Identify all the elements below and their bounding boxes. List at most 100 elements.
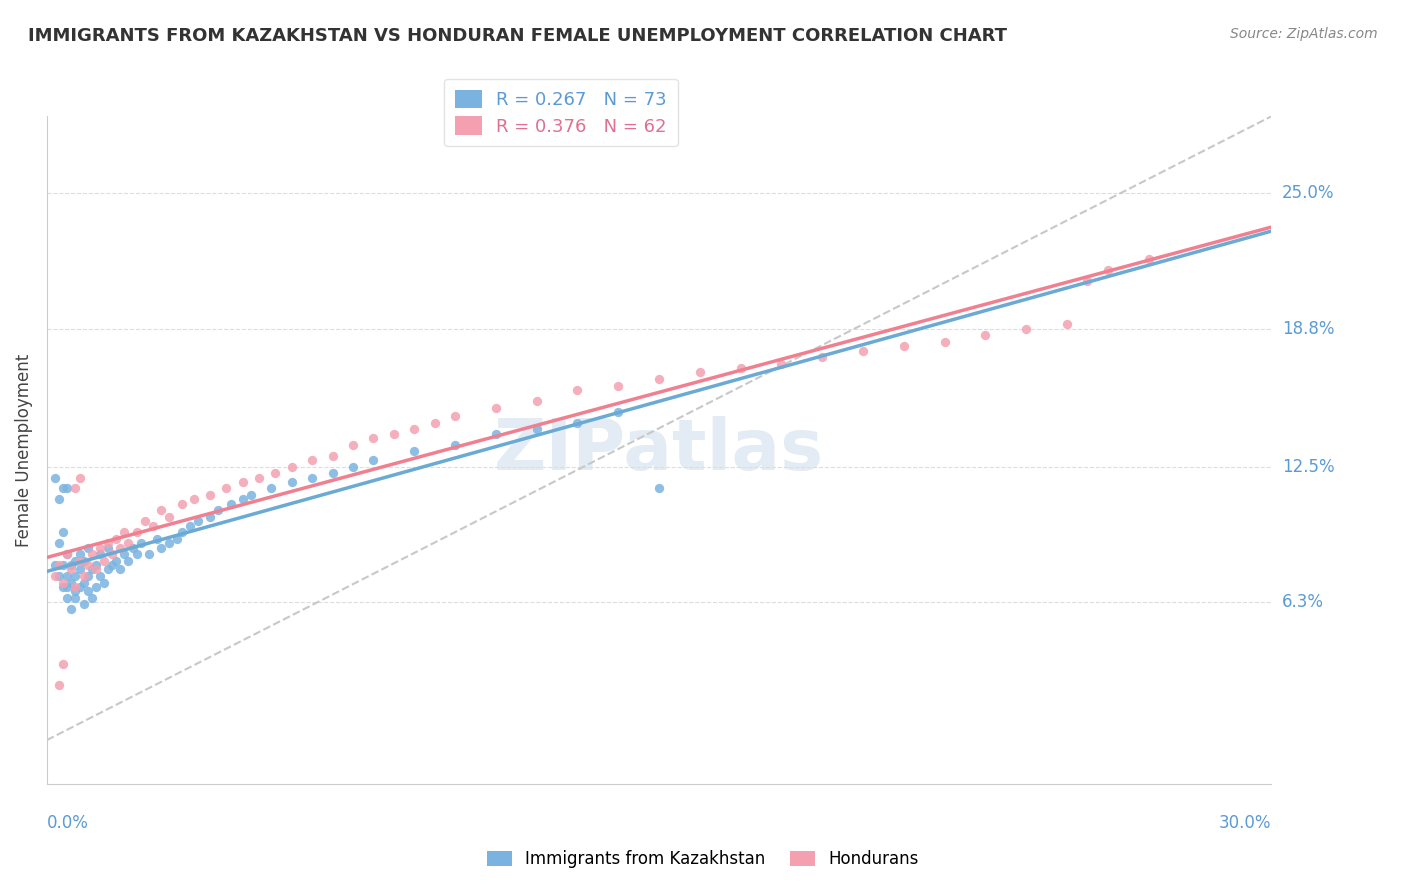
Point — [404, 444, 426, 458]
Point — [142, 518, 165, 533]
Point — [56, 569, 79, 583]
Point — [150, 541, 173, 555]
Point — [567, 383, 589, 397]
Point — [125, 547, 148, 561]
Point — [260, 482, 283, 496]
Point — [232, 492, 254, 507]
Point — [1076, 274, 1098, 288]
Point — [48, 558, 70, 572]
Point — [280, 459, 302, 474]
Point — [65, 554, 87, 568]
Point — [80, 591, 103, 605]
Point — [101, 558, 124, 572]
Point — [112, 547, 135, 561]
Point — [112, 525, 135, 540]
Point — [89, 569, 111, 583]
Point — [342, 438, 364, 452]
Point — [607, 378, 630, 392]
Point — [56, 580, 79, 594]
Point — [52, 558, 75, 572]
Point — [264, 466, 287, 480]
Point — [117, 536, 139, 550]
Point — [567, 416, 589, 430]
Point — [893, 339, 915, 353]
Point — [56, 591, 79, 605]
Point — [179, 518, 201, 533]
Point — [69, 554, 91, 568]
Point — [52, 482, 75, 496]
Legend: R = 0.267   N = 73, R = 0.376   N = 62: R = 0.267 N = 73, R = 0.376 N = 62 — [444, 78, 678, 146]
Point — [280, 475, 302, 489]
Point — [730, 361, 752, 376]
Point — [44, 558, 66, 572]
Point — [48, 678, 70, 692]
Point — [52, 575, 75, 590]
Point — [852, 343, 875, 358]
Point — [60, 558, 83, 572]
Point — [105, 554, 128, 568]
Point — [52, 657, 75, 671]
Text: IMMIGRANTS FROM KAZAKHSTAN VS HONDURAN FEMALE UNEMPLOYMENT CORRELATION CHART: IMMIGRANTS FROM KAZAKHSTAN VS HONDURAN F… — [28, 27, 1007, 45]
Text: 18.8%: 18.8% — [1282, 319, 1334, 338]
Point — [60, 575, 83, 590]
Point — [93, 554, 115, 568]
Point — [105, 532, 128, 546]
Point — [239, 488, 262, 502]
Point — [129, 536, 152, 550]
Text: 6.3%: 6.3% — [1282, 593, 1324, 611]
Point — [72, 598, 94, 612]
Point — [65, 584, 87, 599]
Point — [301, 453, 323, 467]
Point — [48, 569, 70, 583]
Point — [72, 569, 94, 583]
Point — [65, 569, 87, 583]
Point — [1137, 252, 1160, 266]
Point — [166, 532, 188, 546]
Point — [52, 525, 75, 540]
Point — [607, 405, 630, 419]
Point — [138, 547, 160, 561]
Point — [198, 509, 221, 524]
Point — [121, 541, 143, 555]
Point — [146, 532, 169, 546]
Point — [65, 482, 87, 496]
Point — [1097, 262, 1119, 277]
Point — [72, 575, 94, 590]
Point — [60, 602, 83, 616]
Point — [974, 328, 997, 343]
Point — [97, 541, 120, 555]
Point — [44, 470, 66, 484]
Point — [423, 416, 446, 430]
Text: 30.0%: 30.0% — [1219, 814, 1271, 832]
Point — [65, 580, 87, 594]
Point — [526, 422, 548, 436]
Point — [363, 431, 385, 445]
Text: 0.0%: 0.0% — [46, 814, 89, 832]
Point — [689, 366, 711, 380]
Point — [89, 547, 111, 561]
Point — [84, 558, 107, 572]
Point — [811, 350, 834, 364]
Point — [485, 401, 508, 415]
Point — [1015, 322, 1038, 336]
Text: 12.5%: 12.5% — [1282, 458, 1334, 475]
Point — [69, 470, 91, 484]
Point — [157, 536, 180, 550]
Point — [101, 547, 124, 561]
Point — [56, 547, 79, 561]
Point — [48, 536, 70, 550]
Point — [125, 525, 148, 540]
Point — [322, 466, 344, 480]
Point — [301, 470, 323, 484]
Point — [215, 482, 238, 496]
Point — [322, 449, 344, 463]
Point — [232, 475, 254, 489]
Point — [110, 562, 132, 576]
Point — [80, 547, 103, 561]
Point — [60, 562, 83, 576]
Point — [170, 525, 193, 540]
Point — [183, 492, 205, 507]
Point — [342, 459, 364, 474]
Point — [89, 541, 111, 555]
Text: 25.0%: 25.0% — [1282, 184, 1334, 202]
